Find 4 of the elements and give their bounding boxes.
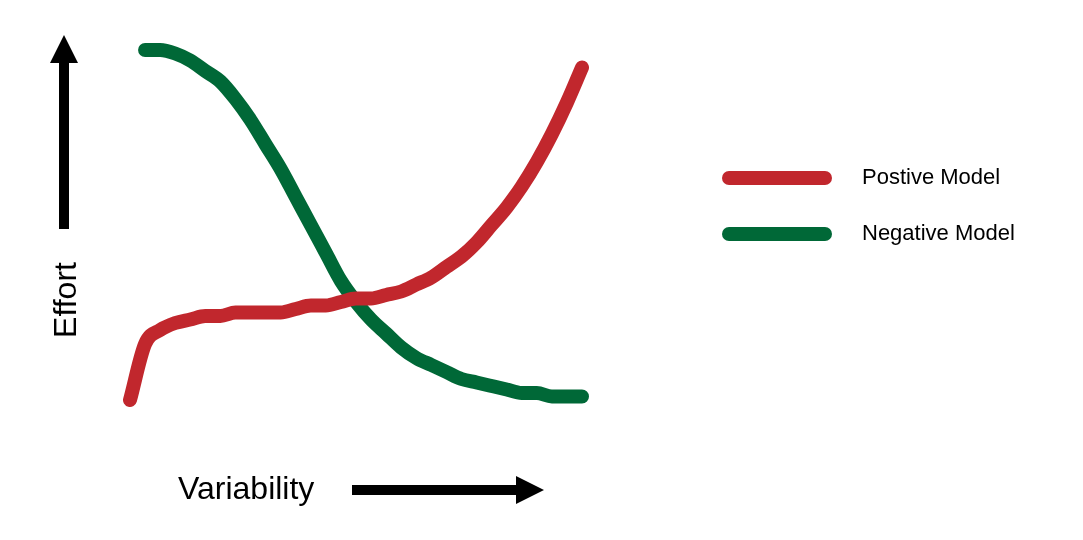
x-axis-title: Variability	[178, 470, 315, 507]
y-axis-title: Effort	[46, 262, 84, 338]
legend-label: Negative Model	[862, 220, 1015, 246]
legend-label: Postive Model	[862, 164, 1001, 190]
